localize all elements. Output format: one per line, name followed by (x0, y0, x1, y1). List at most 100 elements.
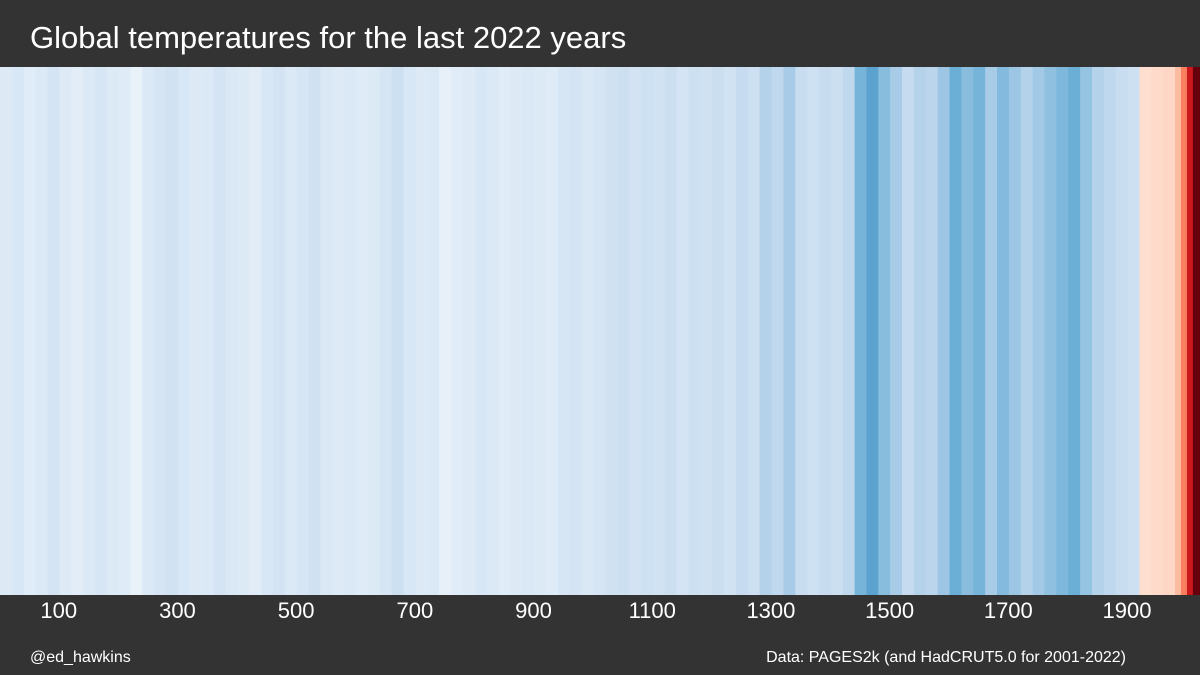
stripe (296, 67, 310, 595)
x-tick-label: 1300 (746, 598, 795, 623)
stripe (356, 67, 369, 595)
stripe (166, 67, 179, 595)
stripe (94, 67, 108, 595)
stripe (249, 67, 262, 595)
stripe (498, 67, 511, 595)
x-tick-label: 300 (159, 598, 196, 623)
stripe (379, 67, 393, 595)
stripe (973, 67, 986, 595)
stripe (1186, 67, 1194, 595)
stripe (545, 67, 559, 595)
stripe (59, 67, 72, 595)
stripe (201, 67, 215, 595)
stripe (1115, 67, 1129, 595)
stripe (83, 67, 96, 595)
x-tick-label: 100 (40, 598, 77, 623)
stripe (593, 67, 606, 595)
x-tick-label: 1500 (865, 598, 914, 623)
stripe (106, 67, 120, 595)
stripe (759, 67, 773, 595)
stripe (913, 67, 927, 595)
stripe (118, 67, 132, 595)
stripe (332, 67, 345, 595)
x-tick-label: 1700 (984, 598, 1033, 623)
stripe (534, 67, 547, 595)
stripe (890, 67, 903, 595)
stripe (1127, 67, 1140, 595)
stripe (664, 67, 678, 595)
stripe (771, 67, 784, 595)
x-tick-label: 500 (278, 598, 315, 623)
stripe (47, 67, 60, 595)
stripe (1103, 67, 1117, 595)
stripe (11, 67, 25, 595)
stripe (937, 67, 951, 595)
stripe (617, 67, 630, 595)
stripe (510, 67, 523, 595)
stripe (237, 67, 250, 595)
x-tick-label: 700 (396, 598, 433, 623)
stripe (878, 67, 891, 595)
stripe (213, 67, 227, 595)
stripe (997, 67, 1010, 595)
credit: @ed_hawkins (30, 649, 131, 666)
stripe (700, 67, 713, 595)
stripe (712, 67, 725, 595)
stripe (308, 67, 321, 595)
stripe (1175, 67, 1182, 595)
stripe (830, 67, 844, 595)
stripe (178, 67, 191, 595)
stripe (439, 67, 452, 595)
stripe (949, 67, 962, 595)
stripe (569, 67, 583, 595)
stripe (415, 67, 428, 595)
stripe (818, 67, 832, 595)
stripe (462, 67, 476, 595)
stripe (1091, 67, 1105, 595)
stripe (581, 67, 594, 595)
stripe (0, 67, 13, 595)
stripe (676, 67, 689, 595)
stripe (427, 67, 440, 595)
stripe (1139, 67, 1152, 595)
stripe (1163, 67, 1176, 595)
stripe (522, 67, 535, 595)
stripe (403, 67, 416, 595)
stripe (1080, 67, 1093, 595)
stripe (272, 67, 286, 595)
stripe (807, 67, 820, 595)
stripe (652, 67, 666, 595)
x-tick-label: 1100 (629, 598, 676, 623)
stripe (474, 67, 488, 595)
stripe (367, 67, 381, 595)
stripe (1008, 67, 1022, 595)
stripe (783, 67, 796, 595)
stripe (985, 67, 998, 595)
stripe (23, 67, 37, 595)
stripe (189, 67, 203, 595)
stripe (130, 67, 143, 595)
stripe (142, 67, 155, 595)
stripe (557, 67, 571, 595)
stripe (225, 67, 238, 595)
stripe (284, 67, 298, 595)
stripe (261, 67, 274, 595)
stripe (629, 67, 642, 595)
stripe (640, 67, 654, 595)
stripe (1032, 67, 1046, 595)
stripe (1056, 67, 1069, 595)
stripe (735, 67, 749, 595)
stripe (451, 67, 464, 595)
stripe (925, 67, 939, 595)
x-tick-label: 900 (515, 598, 552, 623)
stripe (961, 67, 974, 595)
stripe (724, 67, 737, 595)
stripe (854, 67, 867, 595)
stripe (902, 67, 915, 595)
stripe (391, 67, 405, 595)
stripe (866, 67, 879, 595)
stripe (1020, 67, 1034, 595)
stripe (1181, 67, 1188, 595)
